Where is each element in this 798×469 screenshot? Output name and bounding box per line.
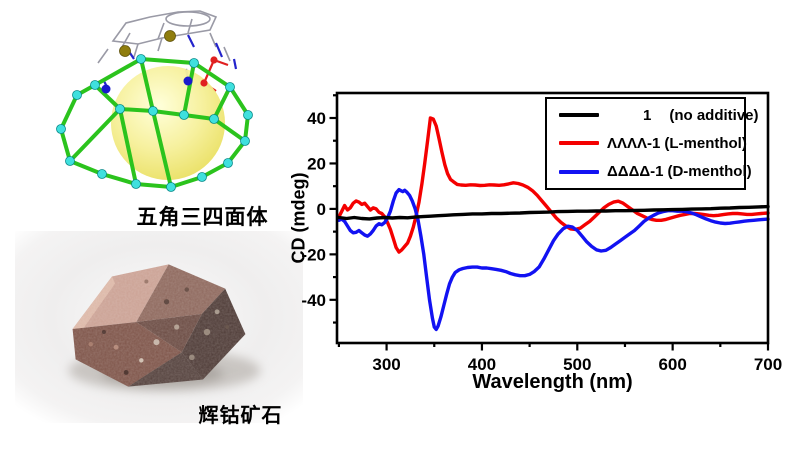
legend-row-d-menthol: ΔΔΔΔ-1 (D-menthol) xyxy=(547,159,752,185)
series-line-1 xyxy=(337,187,770,332)
x-tick-label: 700 xyxy=(754,355,782,374)
axis-tick-labels: 300 400 500 600 700 40 20 0 -20 -40 xyxy=(301,109,782,374)
legend-desc: (no additive) xyxy=(669,106,759,124)
series-line-2 xyxy=(337,204,770,221)
heteroatoms xyxy=(101,30,218,94)
cd-spectrum-chart: 300 400 500 600 700 40 20 0 -20 -40 xyxy=(301,91,782,374)
x-tick-label: 600 xyxy=(658,355,686,374)
series-line-0 xyxy=(337,116,770,254)
cage-structure-image xyxy=(56,10,253,192)
y-tick-label: 0 xyxy=(317,200,326,219)
legend-row-l-menthol: ΛΛΛΛ-1 (L-menthol) xyxy=(547,130,747,156)
legend-label: ΛΛΛΛ-1 xyxy=(607,134,661,152)
guest-sphere xyxy=(111,66,225,180)
rock-photo xyxy=(15,231,303,423)
legend-line-blue xyxy=(559,169,599,174)
y-tick-label: -40 xyxy=(301,291,326,310)
legend-desc: (D-menthol) xyxy=(667,163,752,181)
spectrum-curves xyxy=(337,116,770,332)
legend-label: ΔΔΔΔ-1 xyxy=(607,163,664,181)
legend-label: 1 xyxy=(643,106,652,124)
y-axis-title: CD (mdeg) xyxy=(288,172,309,264)
plot-frame xyxy=(335,91,770,345)
chart-legend: 1 (no additive) ΛΛΛΛ-1 (L-menthol) ΔΔΔΔ-… xyxy=(545,97,759,190)
y-tick-label: -20 xyxy=(301,245,326,264)
cage-caption: 五角三四面体 xyxy=(136,206,269,229)
legend-desc: (L-menthol) xyxy=(664,134,747,152)
x-tick-label: 500 xyxy=(563,355,591,374)
x-axis-title: Wavelength (nm) xyxy=(472,371,633,393)
ligand-sticks xyxy=(97,10,231,64)
legend-line-red xyxy=(559,141,599,146)
y-tick-label: 40 xyxy=(307,109,326,128)
rock-caption: 辉钴矿石 xyxy=(198,405,283,427)
y-tick-label: 20 xyxy=(307,154,326,173)
x-tick-label: 300 xyxy=(372,355,400,374)
legend-line-black xyxy=(559,113,599,118)
legend-row-no-additive: 1 (no additive) xyxy=(547,102,759,128)
cage-vertices xyxy=(56,54,253,192)
x-tick-label: 400 xyxy=(468,355,496,374)
